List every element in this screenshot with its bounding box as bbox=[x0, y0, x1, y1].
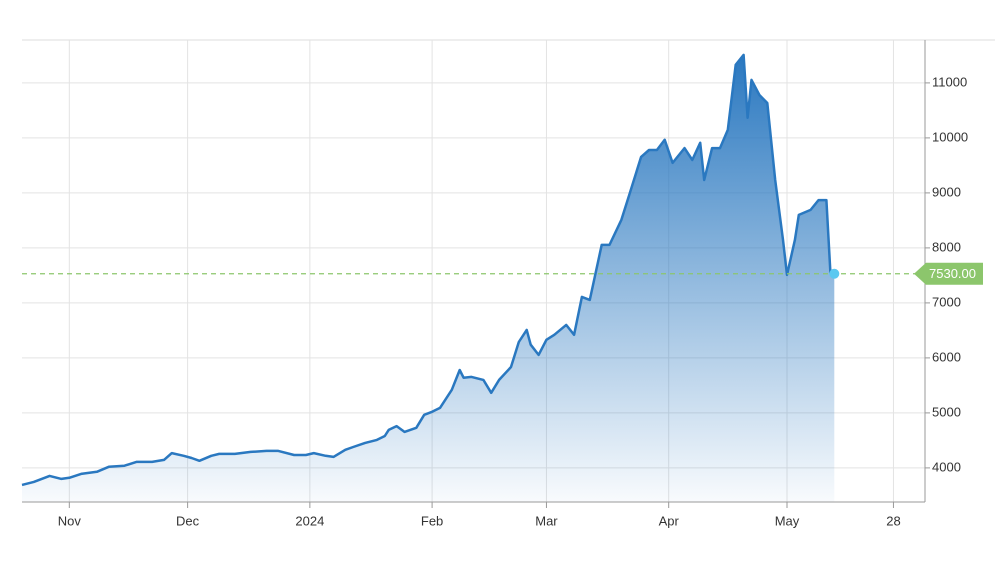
current-point bbox=[829, 268, 840, 279]
y-tick-label: 4000 bbox=[932, 459, 961, 474]
x-tick-label: Feb bbox=[421, 513, 443, 528]
x-tick-label: 28 bbox=[886, 513, 900, 528]
price-line bbox=[21, 53, 835, 487]
current-price-label: 7530.00 bbox=[929, 266, 976, 281]
y-tick-label: 8000 bbox=[932, 239, 961, 254]
y-tick-label: 11000 bbox=[932, 74, 967, 89]
x-tick-label: Apr bbox=[659, 513, 680, 528]
x-tick-label: May bbox=[775, 513, 800, 528]
x-tick-label: Mar bbox=[535, 513, 558, 528]
x-tick-label: 2024 bbox=[295, 513, 324, 528]
y-tick-label: 5000 bbox=[932, 404, 961, 419]
y-tick-label: 9000 bbox=[932, 184, 961, 199]
area-fill bbox=[22, 54, 835, 503]
x-tick-label: Nov bbox=[58, 513, 82, 528]
y-tick-label: 10000 bbox=[932, 129, 968, 144]
y-tick-label: 6000 bbox=[932, 349, 961, 364]
current-price-tag bbox=[914, 262, 983, 285]
y-tick-label: 7000 bbox=[932, 294, 961, 309]
x-tick-label: Dec bbox=[176, 513, 200, 528]
